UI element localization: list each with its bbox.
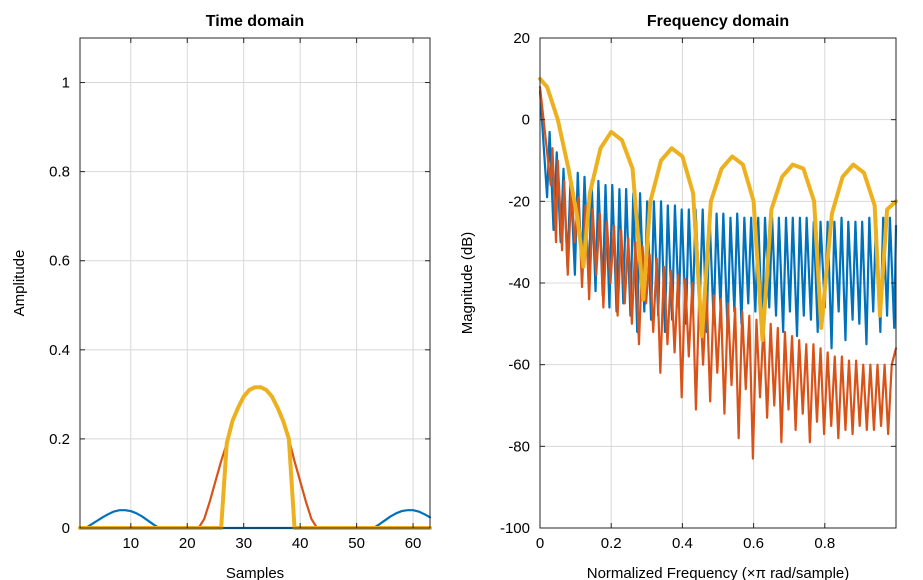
time-domain-ytick-label: 0.6: [49, 253, 70, 270]
time-domain-ylabel: Amplitude: [11, 250, 28, 317]
time-domain-xtick-label: 40: [292, 535, 309, 552]
time-domain-series-2-line: [78, 386, 432, 530]
time-domain-ytick-label: 0.4: [49, 342, 70, 359]
time-domain-ytick-label: 0: [62, 520, 70, 537]
time-domain-grid: [80, 38, 430, 529]
time-domain-xtick-label: 50: [348, 535, 365, 552]
time-domain-xtick-label: 60: [405, 535, 422, 552]
time-domain-title: Time domain: [206, 13, 304, 30]
time-domain-series-3-line: [78, 385, 432, 530]
time-domain-xtick-label: 30: [235, 535, 252, 552]
time-domain-ticks: 10 20 30 40 50 60 0 0.2 0.4 0.6 0.8 1: [49, 38, 430, 552]
frequency-domain-xtick-label: 0: [536, 535, 544, 552]
frequency-domain-xtick-label: 0.4: [672, 535, 693, 552]
time-domain-xtick-label: 10: [122, 535, 139, 552]
frequency-domain-series-2-line: [538, 85, 898, 460]
frequency-domain-ytick-label: -20: [508, 193, 530, 210]
frequency-domain-ytick-label: -80: [508, 438, 530, 455]
time-domain-plot-area: [78, 385, 432, 530]
time-domain-axes: 10 20 30 40 50 60 0 0.2 0.4 0.6 0.8 1 Time domain S…: [11, 13, 432, 580]
frequency-domain-xlabel: Normalized Frequency (×π rad/sample): [587, 565, 850, 580]
frequency-domain-ytick-label: 20: [513, 30, 530, 47]
frequency-domain-xtick-label: 0.6: [743, 535, 764, 552]
frequency-domain-ylabel: Magnitude (dB): [459, 232, 476, 335]
time-domain-ytick-label: 1: [62, 75, 70, 92]
frequency-domain-ticks: 0 0.2 0.4 0.6 0.8 -100 -80 -60 -40 -20 0 20: [500, 30, 896, 552]
frequency-domain-xtick-label: 0.8: [814, 535, 835, 552]
time-domain-ytick-label: 0.8: [49, 164, 70, 181]
frequency-domain-ytick-label: -40: [508, 275, 530, 292]
time-domain-series-1-line: [78, 509, 432, 530]
time-domain-ytick-label: 0.2: [49, 431, 70, 448]
time-domain-xlabel: Samples: [226, 565, 284, 580]
time-domain-axes-box: [79, 37, 431, 529]
time-domain-xtick-label: 20: [179, 535, 196, 552]
frequency-domain-ytick-label: -60: [508, 357, 530, 374]
frequency-domain-ytick-label: 0: [522, 112, 530, 129]
frequency-domain-axes: 0 0.2 0.4 0.6 0.8 -100 -80 -60 -40 -20 0 20 Frequen…: [459, 13, 898, 580]
frequency-domain-plot-area: [538, 76, 898, 460]
frequency-domain-series-3-line: [538, 76, 898, 343]
frequency-domain-title: Frequency domain: [647, 13, 789, 30]
frequency-domain-xtick-label: 0.2: [601, 535, 622, 552]
frequency-domain-ytick-label: -100: [500, 520, 530, 537]
